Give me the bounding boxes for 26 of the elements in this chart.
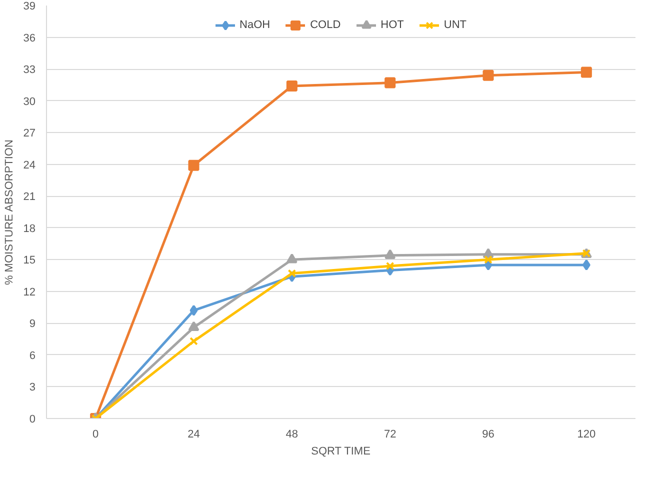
y-tick-label: 12 <box>23 286 36 298</box>
legend-label: HOT <box>380 19 404 31</box>
y-tick-label: 39 <box>23 0 36 12</box>
y-tick-label: 3 <box>29 382 36 394</box>
y-tick-label: 21 <box>23 191 36 204</box>
y-tick-label: 24 <box>23 159 36 172</box>
legend-label: COLD <box>310 19 341 31</box>
x-tick-label: 48 <box>286 428 298 440</box>
y-tick-label: 30 <box>23 96 36 108</box>
y-tick-label: 33 <box>23 64 36 76</box>
y-tick-label: 27 <box>23 128 36 140</box>
legend-label: NaOH <box>240 19 270 31</box>
x-tick-label: 72 <box>384 428 396 440</box>
x-tick-label: 0 <box>92 428 99 440</box>
x-axis-title: SQRT TIME <box>311 446 370 458</box>
x-tick-label: 120 <box>577 428 596 440</box>
legend-label: UNT <box>444 19 466 31</box>
y-tick-label: 6 <box>29 350 36 362</box>
y-tick-label: 9 <box>29 318 36 330</box>
y-tick-label: 36 <box>23 32 36 44</box>
y-tick-label: 15 <box>23 254 36 267</box>
y-tick-label: 18 <box>23 222 36 235</box>
x-tick-label: 96 <box>482 428 494 440</box>
y-axis-title: % MOISTURE ABSORPTION <box>3 140 16 286</box>
y-tick-label: 0 <box>29 414 36 426</box>
x-tick-label: 24 <box>188 428 200 440</box>
